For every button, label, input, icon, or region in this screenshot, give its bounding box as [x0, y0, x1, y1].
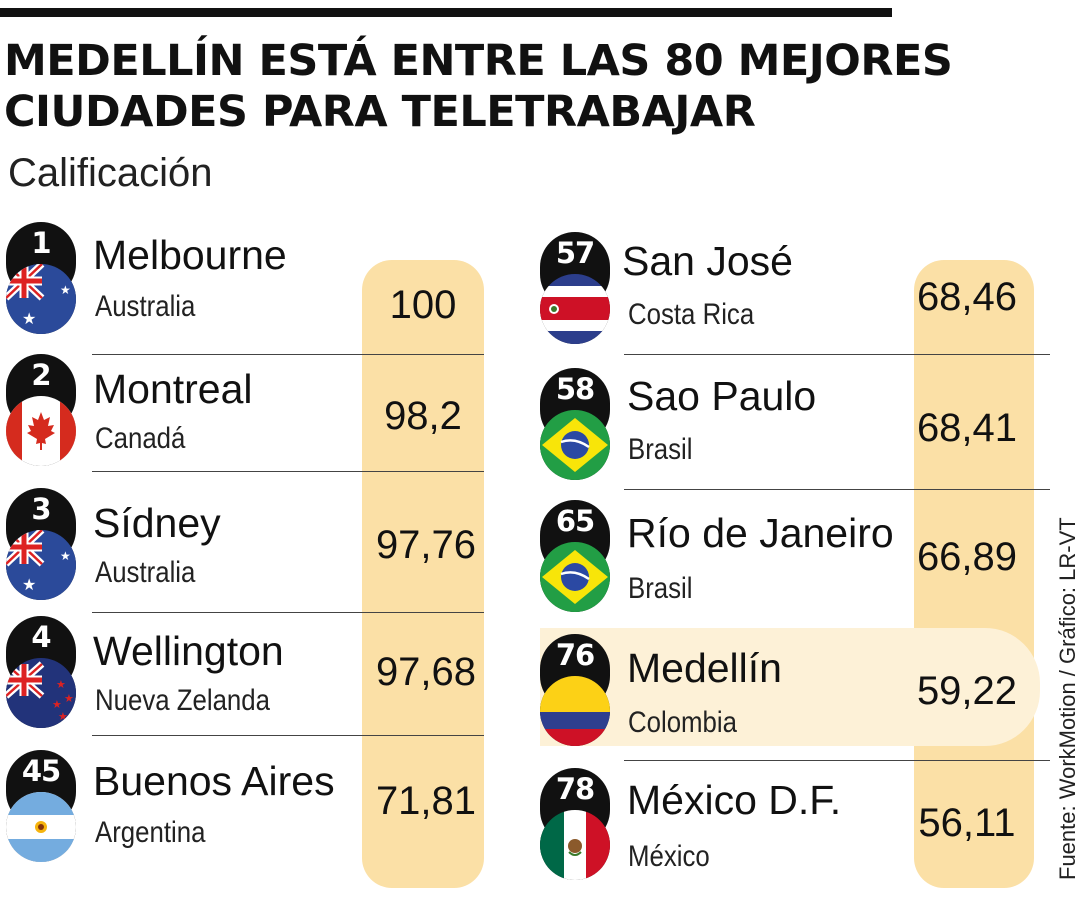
city-name: México D.F. [627, 777, 842, 823]
rank-number: 1 [31, 226, 51, 260]
country-name: Costa Rica [628, 298, 755, 331]
brazil-flag-icon [540, 542, 610, 612]
rank-number: 45 [21, 754, 61, 788]
new-zealand-flag-icon: ★ ★ ★ ★ [6, 658, 76, 728]
svg-text:★: ★ [58, 710, 68, 723]
country-name: Colombia [628, 706, 737, 739]
rank-number: 57 [555, 236, 595, 270]
rank-badge: 58 [540, 368, 610, 480]
score-value: 97,76 [375, 523, 477, 567]
city-name: San José [622, 238, 793, 284]
score-value: 56,11 [918, 801, 1016, 845]
separator [624, 354, 1050, 355]
separator [92, 612, 484, 613]
score-value: 71,81 [375, 779, 477, 823]
rank-number: 78 [555, 772, 595, 806]
country-name: Australia [95, 556, 196, 589]
brazil-flag-icon [540, 410, 610, 480]
australia-flag-icon: ★ ★ [6, 530, 76, 600]
score-value: 68,41 [916, 406, 1018, 450]
country-name: Canadá [95, 422, 186, 455]
right-score-column [914, 260, 1034, 888]
rank-badge: ★ ★ ★ ★ 4 [6, 616, 76, 728]
rank-badge: 45 [6, 750, 76, 862]
city-name: Río de Janeiro [627, 510, 894, 556]
separator [624, 489, 1050, 490]
score-value: 59,22 [916, 669, 1018, 713]
separator [624, 760, 1050, 761]
score-value: 97,68 [375, 650, 477, 694]
svg-text:★: ★ [60, 549, 71, 563]
highlight-medellin [540, 628, 1040, 746]
headline-line-2: CIUDADES PARA TELETRABAJAR [4, 87, 756, 137]
svg-text:★: ★ [22, 309, 36, 328]
country-name: Nueva Zelanda [95, 684, 270, 717]
city-name: Sao Paulo [627, 373, 817, 419]
city-name: Montreal [93, 366, 253, 412]
svg-text:★: ★ [64, 692, 74, 705]
country-name: Brasil [628, 572, 693, 605]
country-name: Argentina [95, 816, 206, 849]
rank-badge: 65 [540, 500, 610, 612]
colombia-flag-icon [540, 676, 610, 746]
city-name: Wellington [93, 628, 284, 674]
city-name: Sídney [93, 500, 221, 546]
top-rule [0, 8, 892, 17]
argentina-flag-icon [6, 792, 76, 862]
svg-text:★: ★ [56, 678, 66, 691]
city-name: Medellín [627, 645, 782, 691]
separator [92, 471, 484, 472]
source-credit: Fuente: WorkMotion / Gráfico: LR-VT [1055, 517, 1080, 880]
svg-text:★: ★ [52, 698, 62, 711]
country-name: Australia [95, 290, 196, 323]
rank-badge: 2 [6, 354, 76, 466]
svg-text:★: ★ [60, 283, 71, 297]
mexico-flag-icon [540, 810, 610, 880]
subtitle: Calificación [8, 151, 213, 195]
rank-badge: ★ ★ 1 [6, 222, 76, 334]
separator [92, 354, 484, 355]
headline: MEDELLÍN ESTÁ ENTRE LAS 80 MEJORES CIUDA… [4, 36, 953, 138]
left-score-column [362, 260, 484, 888]
headline-line-1: MEDELLÍN ESTÁ ENTRE LAS 80 MEJORES [4, 36, 953, 86]
score-value: 98,2 [384, 394, 462, 438]
svg-text:★: ★ [22, 575, 36, 594]
country-name: México [628, 840, 710, 873]
rank-badge: 57 [540, 232, 610, 344]
costa-rica-flag-icon [540, 274, 610, 344]
score-value: 68,46 [916, 275, 1018, 319]
rank-number: 76 [555, 638, 595, 672]
rank-number: 4 [31, 620, 51, 654]
rank-badge: 76 [540, 634, 610, 746]
rank-number: 58 [555, 372, 595, 406]
australia-flag-icon: ★ ★ [6, 264, 76, 334]
city-name: Buenos Aires [93, 758, 335, 804]
score-value: 66,89 [916, 535, 1018, 579]
separator [92, 735, 484, 736]
rank-badge: ★ ★ 3 [6, 488, 76, 600]
score-value: 100 [389, 283, 457, 327]
rank-number: 3 [31, 492, 51, 526]
rank-number: 65 [555, 504, 595, 538]
rank-badge: 78 [540, 768, 610, 880]
city-name: Melbourne [93, 232, 287, 278]
canada-flag-icon [6, 396, 76, 466]
rank-number: 2 [31, 358, 51, 392]
country-name: Brasil [628, 433, 693, 466]
